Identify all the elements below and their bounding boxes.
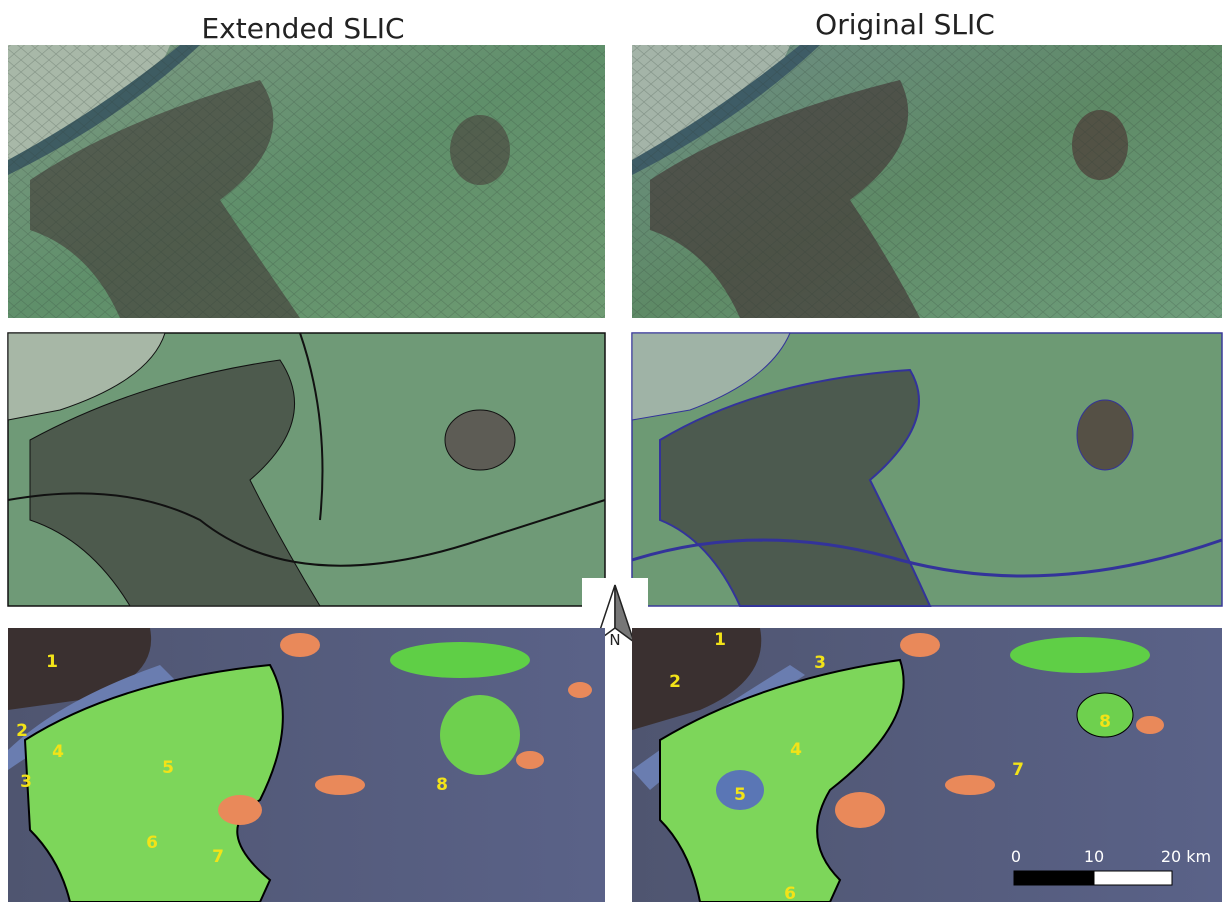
region-label: 6 bbox=[784, 884, 796, 902]
region-label: 3 bbox=[20, 772, 32, 792]
region-label: 4 bbox=[790, 740, 802, 760]
image-panel bbox=[8, 628, 605, 902]
region-label: 6 bbox=[146, 833, 158, 853]
image-panel bbox=[632, 628, 1222, 902]
image-panel bbox=[8, 45, 605, 318]
panel-title: Original SLIC bbox=[815, 8, 995, 41]
north-label: N bbox=[609, 631, 620, 649]
region-label: 7 bbox=[1012, 760, 1024, 780]
region-label: 7 bbox=[212, 847, 224, 867]
figure: Extended SLIC Original SLIC bbox=[0, 0, 1225, 902]
image-panel bbox=[632, 45, 1222, 318]
region-label: 5 bbox=[734, 785, 746, 805]
region-label: 2 bbox=[16, 721, 28, 741]
region-label: 2 bbox=[669, 672, 681, 692]
region-label: 5 bbox=[162, 758, 174, 778]
image-panel bbox=[8, 333, 605, 606]
region-label: 4 bbox=[52, 742, 64, 762]
region-label: 1 bbox=[46, 652, 58, 672]
region-label: 3 bbox=[814, 653, 826, 673]
scale-label: 0 bbox=[1011, 847, 1021, 866]
image-panel bbox=[632, 333, 1222, 606]
scale-label: 20 km bbox=[1161, 847, 1211, 866]
panel-title: Extended SLIC bbox=[201, 12, 404, 45]
scale-label: 10 bbox=[1084, 847, 1104, 866]
region-label: 8 bbox=[1099, 712, 1111, 732]
region-label: 1 bbox=[714, 630, 726, 650]
region-label: 8 bbox=[436, 775, 448, 795]
